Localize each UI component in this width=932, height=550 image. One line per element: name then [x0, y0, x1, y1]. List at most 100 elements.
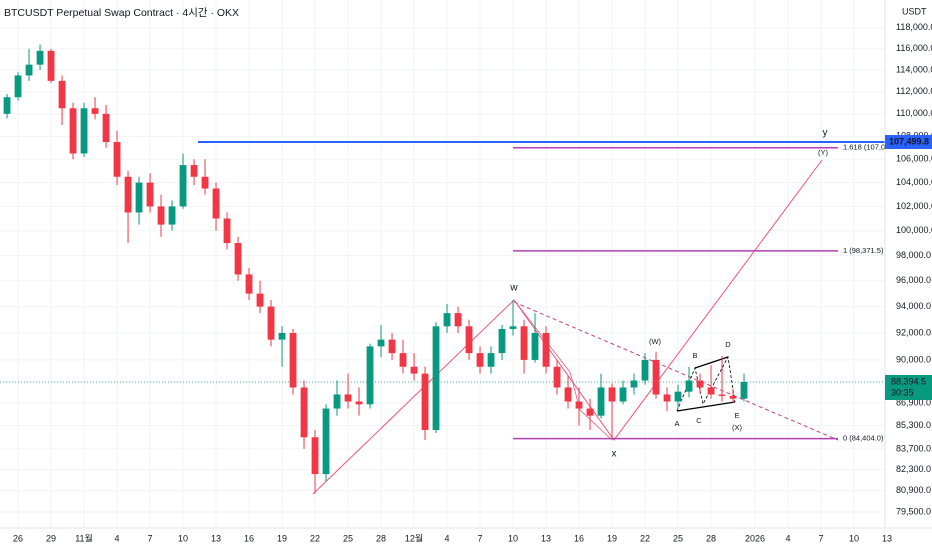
price-axis [885, 0, 932, 550]
candle-body [146, 182, 154, 207]
candle-body [641, 359, 649, 381]
y-tick-label: 96,000.0 [896, 275, 931, 285]
candle-body [234, 243, 242, 275]
candles [3, 44, 748, 494]
candle-body [124, 176, 132, 213]
chart-title: BTCUSDT Perpetual Swap Contract · 4시간 · … [4, 7, 239, 19]
x-tick-label: 4 [786, 533, 791, 543]
candle-body [80, 108, 88, 154]
y-tick-label: 106,000.0 [896, 154, 932, 164]
x-tick-label: 4 [445, 533, 450, 543]
currency: USDT [902, 6, 927, 16]
y-tick-label: 83,700.0 [896, 443, 931, 453]
wave-label: w [509, 283, 518, 294]
x-tick-label: 25 [673, 533, 683, 543]
annotations: 1.618 (107,003.4) 1 (98,371.5) 0 (84,404.0… [509, 128, 902, 460]
y-tick-label: 116,000.0 [896, 43, 932, 53]
candle-body [388, 339, 396, 354]
trend-line [513, 301, 839, 441]
y-tick-label: 118,000.0 [896, 22, 932, 32]
x-tick-label: 12월 [405, 532, 423, 543]
x-tick-label: 11월 [75, 532, 93, 543]
candle-body [443, 313, 451, 327]
candle-body [47, 50, 55, 81]
axes: 118,000.0 116,000.0 114,000.0 112,000.0 110,… [13, 22, 932, 543]
fib-label: 1.618 (107,003.4) [843, 143, 903, 152]
candle-body [91, 108, 99, 114]
resistance-price-box [885, 135, 932, 150]
candle-body [520, 326, 528, 360]
candle-body [597, 387, 605, 416]
drawings [0, 141, 885, 495]
x-tick-label: 7 [478, 533, 483, 543]
candle-body [25, 64, 33, 76]
candle-body [157, 206, 165, 225]
x-tick-label: 7 [819, 533, 824, 543]
x-tick-label: 25 [343, 533, 353, 543]
candle-body [168, 206, 176, 225]
y-tick-label: 98,000.0 [896, 250, 931, 260]
countdown: 30:35 [891, 387, 914, 397]
candle-body [465, 326, 473, 354]
x-tick-label: 13 [541, 533, 551, 543]
wave-label: C [696, 416, 702, 425]
candle-body [113, 142, 121, 177]
candle-body [267, 306, 275, 340]
candle-body [201, 176, 209, 189]
x-tick-label: 10 [849, 533, 859, 543]
candle-body [476, 353, 484, 367]
x-tick-label: 22 [310, 533, 320, 543]
candle-body [333, 394, 341, 409]
last-price: 88,394.5 [891, 376, 926, 386]
wave-label: D [725, 340, 731, 349]
candle-body [729, 395, 737, 399]
candle-body [652, 359, 660, 395]
wave-label: E [734, 411, 739, 420]
wave-label: (X) [732, 423, 743, 432]
candle-body [223, 218, 231, 244]
y-tick-label: 86,900.0 [896, 397, 931, 407]
candle-body [311, 437, 319, 475]
y-tick-label: 104,000.0 [896, 177, 932, 187]
candle-body [542, 332, 550, 367]
x-tick-label: 10 [178, 533, 188, 543]
candle-body [685, 380, 693, 392]
x-tick-label: 13 [211, 533, 221, 543]
x-tick-label: 29 [46, 533, 56, 543]
candle-body [487, 353, 495, 367]
x-tick-label: 26 [13, 533, 23, 543]
resistance-price: 107,499.8 [889, 136, 929, 146]
y-tick-label: 94,000.0 [896, 301, 931, 311]
y-tick-label: 102,000.0 [896, 201, 932, 211]
candle-body [69, 108, 77, 154]
candle-body [322, 408, 330, 475]
candle-body [707, 387, 715, 395]
candle-body [663, 394, 671, 402]
candle-body [278, 332, 286, 340]
x-tick-label: 28 [706, 533, 716, 543]
wave-label: x [612, 449, 617, 460]
x-tick-label: 2026 [745, 533, 765, 543]
grid [0, 0, 888, 528]
wave-label: (W) [649, 337, 662, 346]
y-tick-label: 82,300.0 [896, 464, 931, 474]
candle-body [586, 408, 594, 416]
candle-body [608, 387, 616, 402]
x-tick-label: 22 [640, 533, 650, 543]
candle-body [102, 113, 110, 143]
fib-label: 0 (84,404.0) [843, 434, 884, 443]
x-tick-label: 28 [376, 533, 386, 543]
y-tick-label: 90,000.0 [896, 354, 931, 364]
y-tick-label: 112,000.0 [896, 86, 932, 96]
candle-body [575, 401, 583, 409]
x-tick-label: 19 [607, 533, 617, 543]
candle-body [36, 50, 44, 65]
y-tick-label: 79,500.0 [896, 506, 931, 516]
fib-label: 1 (98,371.5) [843, 246, 884, 255]
candle-body [421, 373, 429, 431]
x-tick-label: 19 [277, 533, 287, 543]
candle-body [432, 326, 440, 431]
y-tick-label: 110,000.0 [896, 108, 932, 118]
